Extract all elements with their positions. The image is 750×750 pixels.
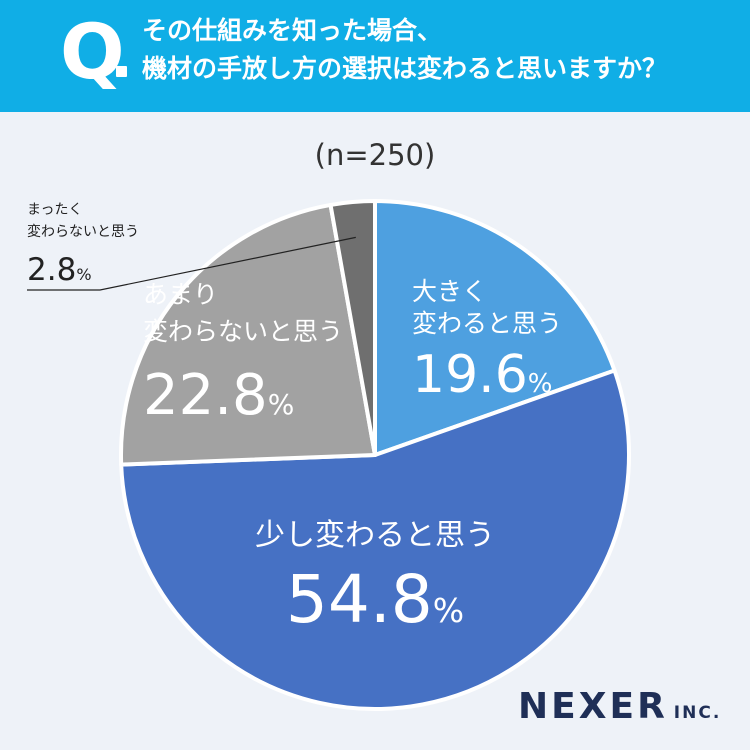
logo-main: NEXER	[518, 686, 668, 727]
slice-label-4-line-1: まったく	[27, 202, 82, 218]
slice-label-1-line-1: 大きく	[412, 277, 487, 306]
leader-line	[27, 236, 356, 291]
q-mark-dot	[116, 66, 127, 77]
slice-label-1-line-2: 変わると思う	[412, 309, 562, 338]
pie-slice-4	[328, 199, 377, 457]
question-line-1: その仕組みを知った場合、	[142, 16, 443, 45]
slice-unit-2: %	[433, 591, 464, 630]
question-header: Q その仕組みを知った場合、 機材の手放し方の選択は変わると思いますか？	[0, 0, 750, 112]
pie-slice-2	[119, 368, 631, 711]
question-text: その仕組みを知った場合、 機材の手放し方の選択は変わると思いますか？	[142, 12, 742, 88]
slice-unit-4: %	[76, 265, 91, 284]
sample-size: (n=250)	[314, 138, 436, 172]
slice-value-4: 2.8%	[27, 252, 92, 288]
slice-label-2-line-1: 少し変わると思う	[255, 518, 495, 553]
slice-unit-3: %	[268, 388, 295, 421]
slice-label-3-line-1: あまり	[143, 280, 218, 309]
logo-inc: INC.	[673, 703, 722, 723]
slice-label-3-line-2: 変わらないと思う	[143, 317, 343, 346]
slice-unit-1: %	[528, 369, 553, 399]
nexer-logo: NEXER INC.	[518, 686, 721, 727]
question-line-2: 機材の手放し方の選択は変わると思いますか？	[142, 54, 668, 83]
slice-label-4-line-2: 変わらないと思う	[27, 223, 139, 240]
pie-slice-3	[119, 202, 377, 467]
q-mark: Q	[60, 7, 125, 96]
